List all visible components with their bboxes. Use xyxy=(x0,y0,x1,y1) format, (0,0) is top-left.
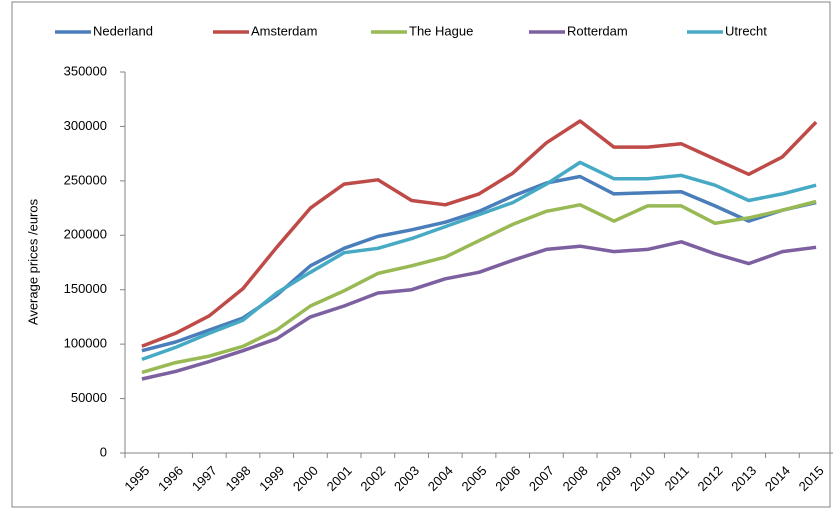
chart-frame xyxy=(11,1,831,508)
legend-label: Amsterdam xyxy=(251,23,317,38)
legend-label: Rotterdam xyxy=(567,23,628,38)
legend-label: Nederland xyxy=(93,23,153,38)
y-tick-label: 350000 xyxy=(64,63,107,78)
y-tick-label: 0 xyxy=(100,444,107,459)
y-axis-label: Average prices /euros xyxy=(25,198,40,325)
legend-label: Utrecht xyxy=(725,23,767,38)
series-line xyxy=(141,160,817,362)
y-tick-label: 300000 xyxy=(64,118,107,133)
y-tick-label: 150000 xyxy=(64,281,107,296)
series-line xyxy=(141,240,817,381)
series-line xyxy=(141,119,818,348)
legend-label: The Hague xyxy=(409,23,473,38)
series-line xyxy=(141,199,817,375)
y-tick-label: 250000 xyxy=(64,172,107,187)
y-tick-label: 50000 xyxy=(71,390,107,405)
y-tick-label: 200000 xyxy=(64,227,107,242)
y-tick-label: 100000 xyxy=(64,336,107,351)
